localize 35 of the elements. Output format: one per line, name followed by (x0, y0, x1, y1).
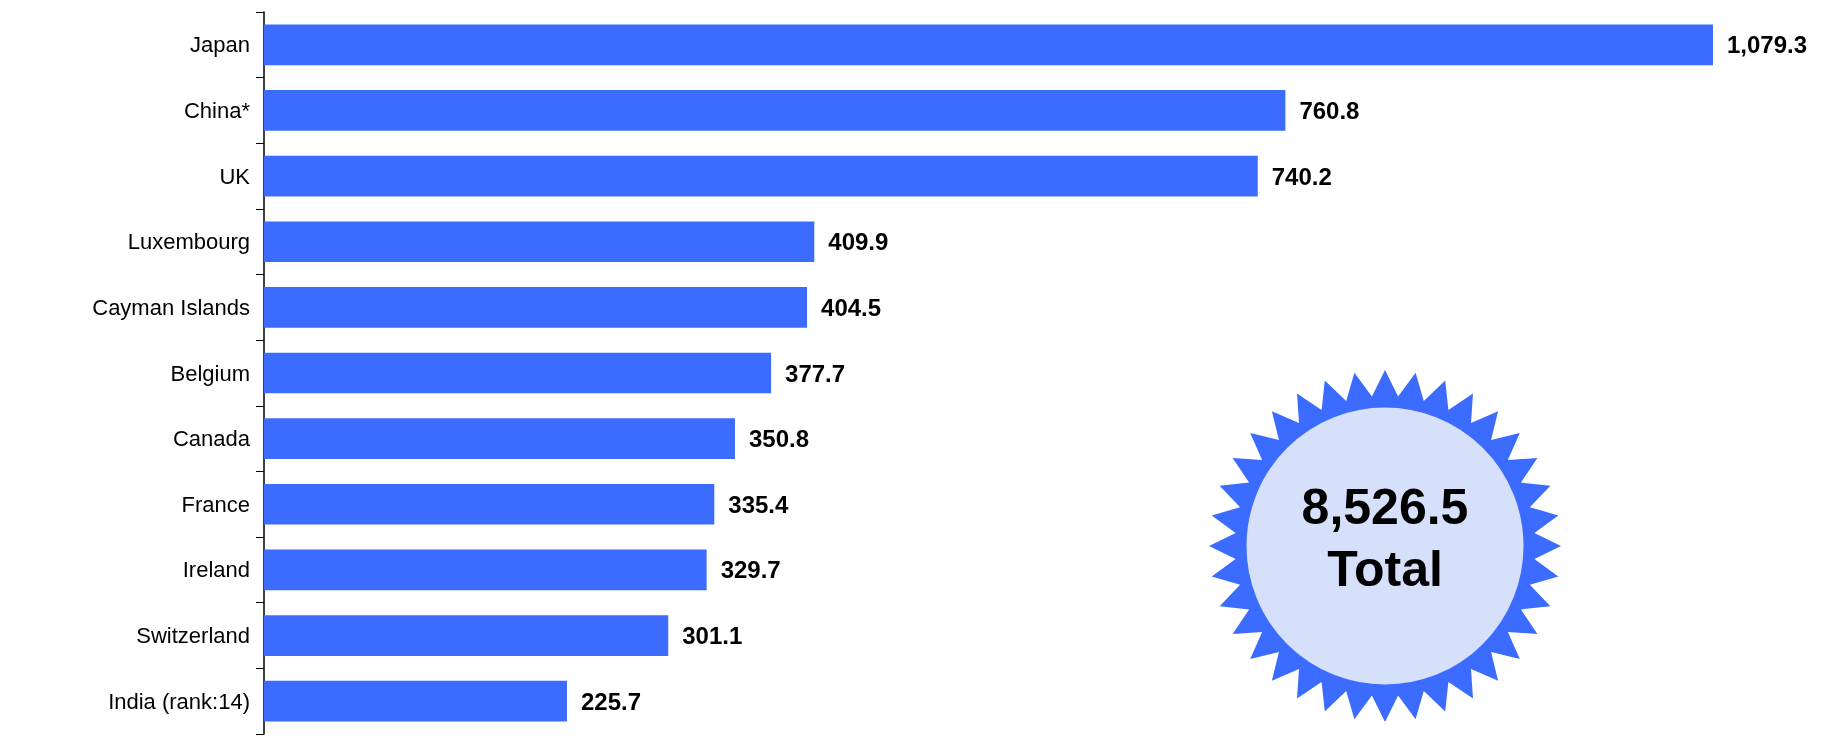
bar (264, 352, 772, 394)
bar (264, 549, 707, 591)
bar (264, 680, 568, 722)
data-label: 225.7 (581, 687, 642, 715)
y-tick-label: China* (183, 97, 251, 123)
y-tick-label: Japan (190, 32, 250, 58)
y-tick-label: France (181, 491, 250, 517)
bar (264, 24, 1713, 66)
data-label: 350.8 (748, 425, 810, 453)
y-tick-label: Canada (172, 426, 251, 452)
bar (264, 221, 815, 263)
y-tick-label: Luxembourg (127, 229, 250, 255)
bar (264, 155, 1258, 197)
data-label: 404.5 (821, 293, 882, 321)
annotation: Total (1326, 540, 1444, 599)
bar (264, 287, 808, 328)
bar (264, 615, 669, 656)
data-label: 329.7 (720, 556, 781, 584)
data-label: 335.4 (728, 490, 789, 518)
bar (264, 90, 1286, 131)
y-tick-label: Cayman Islands (92, 294, 250, 320)
data-label: 301.1 (682, 622, 743, 650)
y-tick-label: Belgium (170, 360, 250, 386)
data-label: 740.2 (1271, 162, 1332, 190)
data-label: 1,079.3 (1727, 31, 1808, 59)
data-label: 760.8 (1299, 96, 1360, 124)
annotation: 8,526.5 (1300, 478, 1470, 537)
data-label: 377.7 (785, 359, 846, 387)
data-label: 409.9 (828, 228, 889, 256)
bar (264, 483, 715, 525)
bar (264, 418, 735, 459)
y-tick-label: Switzerland (136, 623, 250, 649)
y-tick-label: UK (219, 163, 251, 189)
y-tick-label: India (rank:14) (108, 688, 250, 714)
y-tick-label: Ireland (182, 557, 250, 583)
